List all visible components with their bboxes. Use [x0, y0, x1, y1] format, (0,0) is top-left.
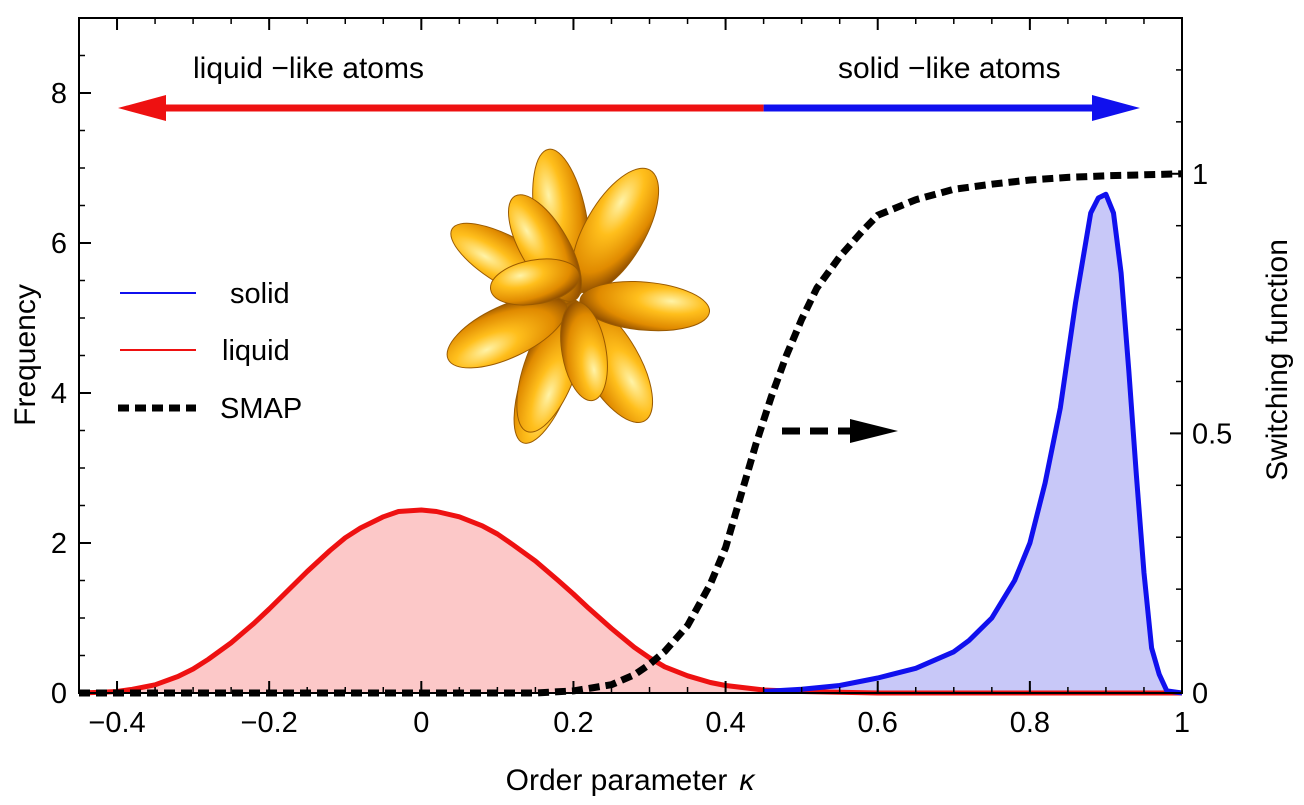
x-tick-label: 0.4: [705, 707, 745, 739]
solid-curve: [763, 191, 1183, 696]
x-tick-label: −0.2: [241, 707, 298, 739]
y-tick-label: 0: [51, 678, 67, 710]
x-tick-label: 0.8: [1010, 707, 1050, 739]
legend-label-liquid: liquid: [222, 335, 290, 367]
orbital-shape-picture: [446, 148, 711, 444]
x-tick-label: −0.4: [88, 707, 145, 739]
x-tick-label: 0.6: [858, 707, 898, 739]
legend-label-solid: solid: [230, 278, 290, 310]
x-tick-label: 1: [1174, 707, 1190, 739]
solid-like-arrow: [763, 95, 1140, 121]
y2-tick-label: 1: [1192, 159, 1208, 191]
y2-tick-label: 0: [1192, 678, 1208, 710]
orbital-petal: [579, 281, 711, 332]
x-tick-label: 0.2: [553, 707, 593, 739]
lines-layer: [78, 170, 1183, 697]
smap-curve: [79, 170, 1183, 697]
fills-layer: [79, 194, 1182, 694]
legend-label-smap: SMAP: [220, 393, 302, 425]
y2-tick-label: 0.5: [1192, 418, 1232, 450]
solid-like-label: solid −like atoms: [838, 52, 1061, 85]
liquid-like-label: liquid −like atoms: [193, 52, 424, 85]
y2-axis-title: Switching function: [1261, 239, 1294, 481]
liquid-like-arrow: [118, 95, 764, 121]
y-tick-label: 2: [51, 528, 67, 560]
y-tick-label: 4: [51, 378, 67, 410]
x-axis-title: Order parameter κ: [506, 764, 757, 797]
orbital-petal: [490, 258, 580, 306]
y-tick-label: 8: [51, 78, 67, 110]
x-tick-label: 0: [413, 707, 429, 739]
x-axis-title-symbol: κ: [739, 764, 756, 797]
y-tick-label: 6: [51, 228, 67, 260]
liquid-area-fill: [79, 510, 1182, 693]
legend: solid liquid SMAP: [118, 278, 302, 425]
y-axis-title: Frequency: [9, 284, 42, 426]
orbital-petal: [560, 301, 608, 402]
x-axis-title-text: Order parameter: [506, 764, 728, 797]
right-axis-pointer-arrow: [782, 419, 898, 443]
orbital-petal: [446, 295, 568, 369]
solid-area-fill: [763, 194, 1182, 694]
